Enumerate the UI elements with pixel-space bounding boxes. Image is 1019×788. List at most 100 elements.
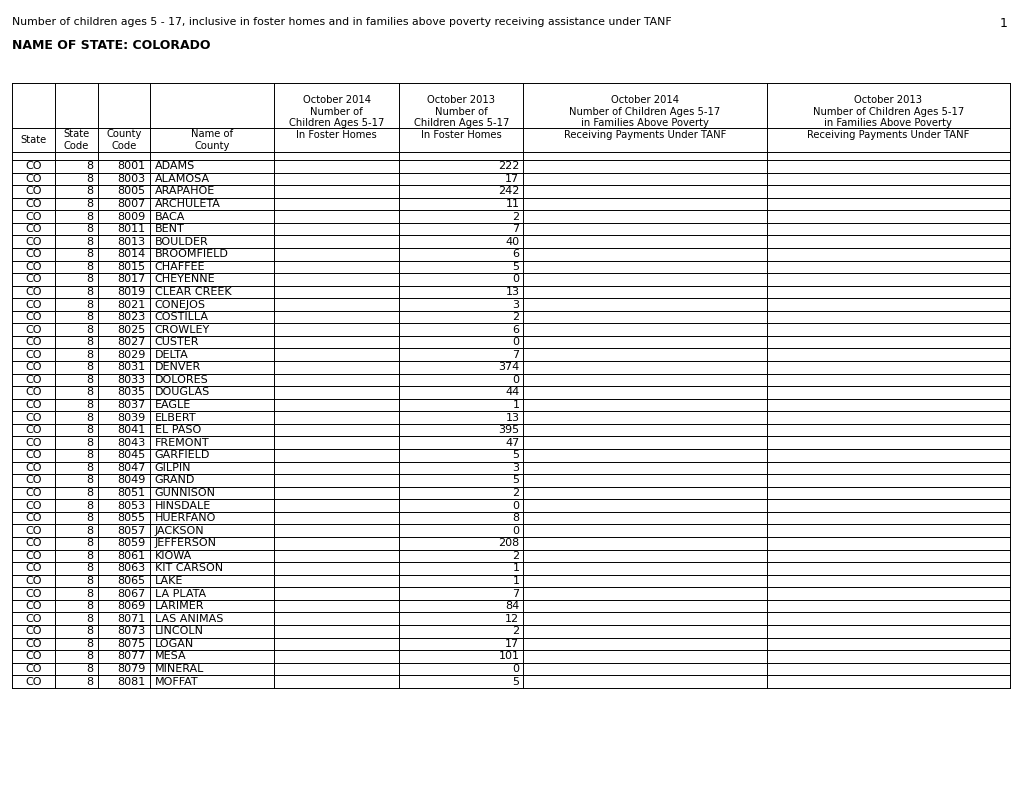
Text: October 2014
Number of Children Ages 5-17
in Families Above Poverty
Receiving Pa: October 2014 Number of Children Ages 5-1… — [564, 95, 726, 139]
Text: NAME OF STATE: COLORADO: NAME OF STATE: COLORADO — [12, 39, 211, 52]
Text: ARCHULETA: ARCHULETA — [155, 199, 220, 209]
Text: 8017: 8017 — [117, 274, 146, 284]
Text: JACKSON: JACKSON — [155, 526, 204, 536]
Text: 8: 8 — [87, 325, 94, 335]
Text: MINERAL: MINERAL — [155, 664, 204, 674]
Text: 8: 8 — [87, 426, 94, 435]
Text: CO: CO — [25, 375, 42, 385]
Text: 8079: 8079 — [117, 664, 146, 674]
Text: 222: 222 — [497, 162, 519, 171]
Text: DENVER: DENVER — [155, 362, 201, 373]
Text: 6: 6 — [512, 249, 519, 259]
Text: 5: 5 — [512, 475, 519, 485]
Text: CO: CO — [25, 538, 42, 548]
Text: 8023: 8023 — [117, 312, 146, 322]
Text: CO: CO — [25, 589, 42, 599]
Text: 7: 7 — [512, 224, 519, 234]
Text: October 2013
Number of Children Ages 5-17
in Families Above Poverty
Receiving Pa: October 2013 Number of Children Ages 5-1… — [806, 95, 968, 139]
Text: 8: 8 — [87, 299, 94, 310]
Text: 8073: 8073 — [117, 626, 146, 636]
Text: CO: CO — [25, 601, 42, 611]
Text: 8013: 8013 — [117, 236, 146, 247]
Text: 8: 8 — [87, 274, 94, 284]
Text: 8021: 8021 — [117, 299, 146, 310]
Text: CO: CO — [25, 362, 42, 373]
Text: 8: 8 — [87, 551, 94, 561]
Text: 7: 7 — [512, 350, 519, 360]
Text: 2: 2 — [512, 211, 519, 221]
Text: 0: 0 — [512, 375, 519, 385]
Text: CO: CO — [25, 325, 42, 335]
Text: 8011: 8011 — [117, 224, 146, 234]
Text: 5: 5 — [512, 450, 519, 460]
Text: 8: 8 — [87, 312, 94, 322]
Text: 208: 208 — [497, 538, 519, 548]
Text: 8065: 8065 — [117, 576, 146, 586]
Text: 84: 84 — [504, 601, 519, 611]
Text: 0: 0 — [512, 500, 519, 511]
Text: 8: 8 — [87, 538, 94, 548]
Text: GRAND: GRAND — [155, 475, 195, 485]
Text: MOFFAT: MOFFAT — [155, 677, 199, 686]
Text: 8015: 8015 — [117, 262, 146, 272]
Text: 12: 12 — [504, 614, 519, 624]
Text: 8001: 8001 — [117, 162, 146, 171]
Text: 8: 8 — [87, 526, 94, 536]
Text: 8061: 8061 — [117, 551, 146, 561]
Text: 8031: 8031 — [117, 362, 146, 373]
Text: 11: 11 — [504, 199, 519, 209]
Text: CO: CO — [25, 211, 42, 221]
Text: 101: 101 — [498, 652, 519, 661]
Text: CO: CO — [25, 526, 42, 536]
Text: 8: 8 — [87, 576, 94, 586]
Text: 8: 8 — [87, 262, 94, 272]
Text: 7: 7 — [512, 589, 519, 599]
Text: LARIMER: LARIMER — [155, 601, 204, 611]
Text: 8033: 8033 — [117, 375, 146, 385]
Text: FREMONT: FREMONT — [155, 438, 209, 448]
Text: 8045: 8045 — [117, 450, 146, 460]
Text: 8: 8 — [87, 614, 94, 624]
Text: 374: 374 — [497, 362, 519, 373]
Text: COSTILLA: COSTILLA — [155, 312, 209, 322]
Text: BROOMFIELD: BROOMFIELD — [155, 249, 228, 259]
Text: CUSTER: CUSTER — [155, 337, 199, 348]
Text: CROWLEY: CROWLEY — [155, 325, 210, 335]
Text: 8: 8 — [87, 224, 94, 234]
Text: 8029: 8029 — [117, 350, 146, 360]
Text: CO: CO — [25, 236, 42, 247]
Text: DOUGLAS: DOUGLAS — [155, 388, 210, 397]
Text: 8041: 8041 — [117, 426, 146, 435]
Text: 8037: 8037 — [117, 400, 146, 410]
Text: 3: 3 — [512, 463, 519, 473]
Text: CO: CO — [25, 337, 42, 348]
Text: 8: 8 — [87, 400, 94, 410]
Text: CO: CO — [25, 450, 42, 460]
Text: 8039: 8039 — [117, 413, 146, 422]
Text: CHEYENNE: CHEYENNE — [155, 274, 215, 284]
Text: 1: 1 — [999, 17, 1007, 30]
Text: 8007: 8007 — [117, 199, 146, 209]
Text: BENT: BENT — [155, 224, 184, 234]
Text: CO: CO — [25, 500, 42, 511]
Text: 0: 0 — [512, 526, 519, 536]
Text: 6: 6 — [512, 325, 519, 335]
Text: 8: 8 — [87, 362, 94, 373]
Text: October 2013
Number of
Children Ages 5-17
In Foster Homes: October 2013 Number of Children Ages 5-1… — [413, 95, 508, 139]
Text: 40: 40 — [504, 236, 519, 247]
Text: 0: 0 — [512, 664, 519, 674]
Text: 8: 8 — [87, 375, 94, 385]
Text: 8075: 8075 — [117, 639, 146, 649]
Text: 17: 17 — [504, 639, 519, 649]
Text: 0: 0 — [512, 337, 519, 348]
Text: 8019: 8019 — [117, 287, 146, 297]
Text: 8: 8 — [87, 639, 94, 649]
Text: DELTA: DELTA — [155, 350, 189, 360]
Text: GARFIELD: GARFIELD — [155, 450, 210, 460]
Text: CO: CO — [25, 249, 42, 259]
Text: 5: 5 — [512, 262, 519, 272]
Text: 8069: 8069 — [117, 601, 146, 611]
Text: 17: 17 — [504, 174, 519, 184]
Text: LAKE: LAKE — [155, 576, 183, 586]
Text: 2: 2 — [512, 312, 519, 322]
